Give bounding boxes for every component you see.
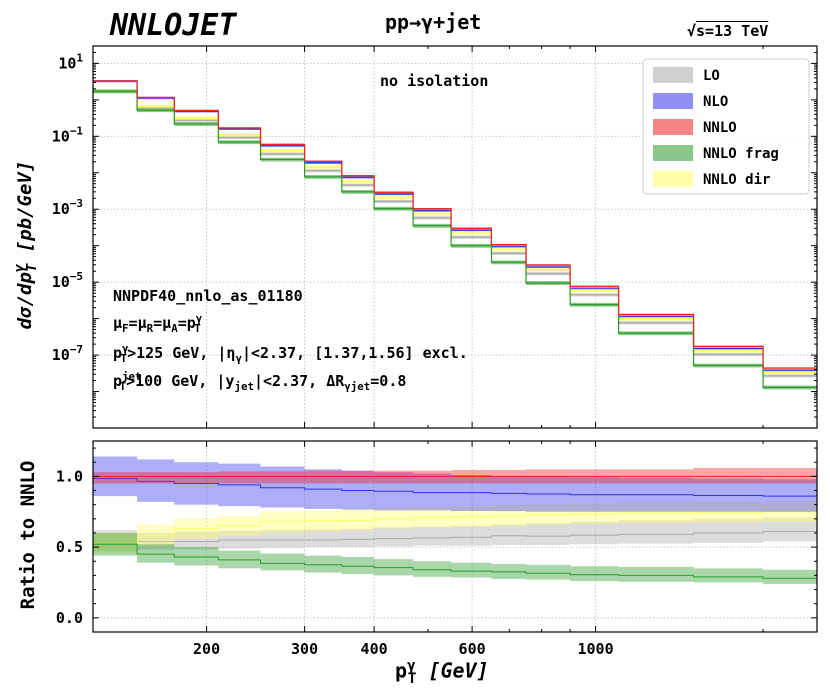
ratio-band-bin [763,467,817,484]
ratio-band-bin [413,561,452,577]
ratio-band-bin [693,467,764,484]
legend-swatch [653,145,693,161]
legend-label: NNLO [703,120,737,136]
legend-label: NLO [703,94,728,110]
ratio-band-bin [260,530,305,548]
y-tick-label: 101 [58,51,83,72]
ratio-band-bin [260,466,305,508]
ratio-band-bin [137,544,175,563]
ratio-band-bin [570,566,619,582]
central-line [93,80,817,369]
top-panel-frame [92,45,818,429]
ratio-y-tick-label: 0.0 [56,609,83,627]
photon-cuts-label: pγT>125 GeV, |ηγ|<2.37, [1.37,1.56] excl… [113,342,468,365]
legend-label: NNLO dir [703,172,770,188]
ratio-band-bin [763,517,817,542]
bottom-panel-frame [92,440,818,633]
energy-label: √s=13 TeV [687,22,768,40]
ratio-band-bin [491,504,527,526]
x-tick-label: 400 [361,640,388,658]
ratio-band-bin [304,555,342,573]
ratio-central-line [93,543,817,579]
ratio-band-bin [174,472,219,484]
ratio-series-nnlo [93,467,817,484]
no-isolation-note: no isolation [380,72,489,90]
ratio-band-bin [526,564,571,580]
ratio-band-bin [413,526,452,546]
ratio-band-bin [218,471,261,484]
ratio-band-bin [413,470,452,484]
ratio-series-nlo [93,456,817,512]
y-tick-label: 10−5 [52,270,83,291]
ratio-series-nnlo-dir [93,501,817,553]
ratio-band-bin [93,472,138,484]
legend-swatch [653,67,693,83]
ratio-band-bin [491,524,527,545]
ratio-band-bin [374,527,414,547]
ratio-band-bin [451,525,492,546]
ratio-band-bin [693,568,764,583]
ratio-band-bin [137,472,175,484]
x-tick-label: 300 [291,640,318,658]
x-tick-label: 200 [193,640,220,658]
ratio-band-bin [341,557,375,574]
top-panel: 101 10−1 10−3 10−5 10−7 LO NLO NNLO NNLO frag NNL… [52,45,818,429]
legend-swatch [653,93,693,109]
bottom-panel: 200 300 400 600 1000 0.0 0.5 1.0 [56,440,818,658]
ratio-band-bin [341,470,375,484]
ratio-central-line [93,511,817,544]
ratio-band-bin [341,508,375,531]
ratio-central-line [93,477,817,497]
brand-title: NNLOJET [110,8,237,43]
ratio-band-bin [526,523,571,545]
ratio-band-bin [137,459,175,502]
process-label: pp→γ+jet [385,10,482,34]
ratio-band-bin [260,471,305,484]
x-axis-label: pγT [GeV] [395,658,489,687]
ratio-band-bin [304,529,342,548]
ratio-y-tick-label: 1.0 [56,467,83,485]
ratio-band-bin [570,521,619,545]
ratio-band-bin [413,473,452,511]
energy-value: s=13 TeV [696,22,769,40]
ratio-band-bin [451,562,492,578]
ratio-band-bin [374,470,414,484]
pdf-label: NNPDF40_nnlo_as_01180 [113,287,303,305]
ratio-band-bin [618,520,694,544]
ratio-band-bin [763,479,817,512]
ratio-band-bin [174,531,219,550]
ratio-central-line [93,531,817,544]
ratio-band-bin [618,566,694,582]
ratio-band-bin [693,518,764,543]
legend-swatch [653,119,693,135]
legend-label: NNLO frag [703,146,779,162]
ratio-series-nnlo-frag [93,532,817,584]
y-tick-label: 10−7 [52,343,83,364]
ratio-band-bin [260,511,305,533]
ratio-band-bin [93,530,138,552]
series-nnlo [93,80,817,369]
legend-label: LO [703,68,720,84]
sqrt-symbol: √ [687,22,697,40]
x-tick-label: 1000 [577,640,613,658]
legend: LO NLO NNLO NNLO frag NNLO dir [642,58,810,195]
y-tick-label: 10−3 [52,197,83,218]
ratio-band-bin [341,528,375,548]
jet-cuts-label: pjetT>100 GeV, |yjet|<2.37, ΔRγjet=0.8 [113,370,407,393]
ratio-band-bin [374,507,414,529]
ratio-band-bin [174,547,219,566]
ratio-series-lo [93,517,817,552]
ratio-band-bin [260,553,305,571]
ratio-band-bin [137,524,175,546]
scale-label: μF=μR=μA=pγT [113,312,203,335]
legend-swatch [653,171,693,187]
y-tick-label: 10−1 [52,124,84,145]
ratio-band-bin [304,470,342,484]
ratio-y-tick-label: 0.5 [56,538,83,556]
ratio-band-bin [763,569,817,584]
x-tick-label: 600 [459,640,486,658]
